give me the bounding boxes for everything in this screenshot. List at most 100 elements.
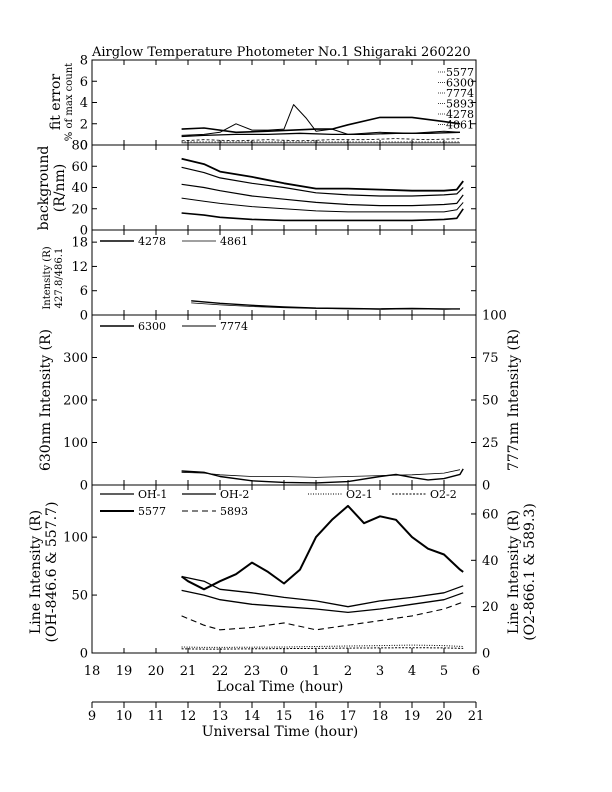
bg-series-e-line xyxy=(181,208,464,222)
y-tick-label: 60 xyxy=(71,160,88,175)
fit-ylabel-1: fit error xyxy=(48,74,64,131)
line-series-o2-1-line xyxy=(181,644,464,648)
figure-title: Airglow Temperature Photometer No.1 Shig… xyxy=(91,45,471,60)
y-tick-label: 8 xyxy=(80,54,88,69)
blue-legend-4278: 4278 xyxy=(138,235,166,248)
fit-legend-4861: 4861 xyxy=(446,119,474,132)
ut-tick-label: 15 xyxy=(276,709,293,724)
line-ylabel-left-2: (OH-846.6 & 557.7) xyxy=(44,502,60,643)
red-series-7774-line xyxy=(181,469,461,478)
fit-legend-6300: 6300 xyxy=(446,77,474,90)
line-series-5893-line xyxy=(181,601,464,631)
y-tick-label: 100 xyxy=(63,436,88,451)
line-series-o2-2-line xyxy=(181,647,464,650)
bg-series-b-line xyxy=(181,166,464,197)
lt-tick-label: 19 xyxy=(116,664,133,679)
y-tick-label: 4 xyxy=(80,96,88,111)
blue-ylabel-2: 427.8/486.1 xyxy=(54,248,65,309)
y-tick-label: 12 xyxy=(71,260,88,275)
ut-tick-label: 13 xyxy=(212,709,229,724)
lt-xlabel: Local Time (hour) xyxy=(217,679,344,695)
bg-ylabel-1: background xyxy=(36,146,52,231)
lt-tick-label: 0 xyxy=(280,664,288,679)
line-series-oh-1-line xyxy=(181,575,464,608)
y2-tick-label: 60 xyxy=(482,507,499,522)
ut-tick-label: 17 xyxy=(340,709,357,724)
ut-tick-label: 10 xyxy=(116,709,133,724)
fit-legend-5577: 5577 xyxy=(446,66,474,79)
line-ylabel-left-1: Line Intensity (R) xyxy=(28,510,44,634)
y2-tick-label: 100 xyxy=(482,309,507,324)
y-tick-label: 0 xyxy=(80,479,88,494)
red-panel-frame xyxy=(91,314,477,486)
ut-tick-label: 20 xyxy=(436,709,453,724)
line-ylabel-right-2: (O2-866.1 & 589.3) xyxy=(522,503,538,641)
y-tick-label: 20 xyxy=(71,202,88,217)
lt-tick-label: 3 xyxy=(376,664,384,679)
ut-xlabel: Universal Time (hour) xyxy=(202,724,359,740)
y2-tick-label: 0 xyxy=(482,647,490,662)
line-series-oh-2-line xyxy=(181,589,464,614)
lt-tick-label: 6 xyxy=(472,664,480,679)
y-tick-label: 0 xyxy=(80,139,88,154)
ut-tick-label: 18 xyxy=(372,709,389,724)
lt-tick-label: 22 xyxy=(212,664,229,679)
fit-series-5893-line xyxy=(181,138,461,142)
y-tick-label: 40 xyxy=(71,181,88,196)
line-legend-o2-2: O2-2 xyxy=(430,488,457,501)
ut-tick-label: 21 xyxy=(468,709,485,724)
y2-tick-label: 50 xyxy=(482,394,499,409)
lt-tick-label: 2 xyxy=(344,664,352,679)
fit-legend-4278: 4278 xyxy=(446,108,474,121)
lt-tick-label: 18 xyxy=(84,664,101,679)
y-tick-label: 6 xyxy=(80,75,88,90)
y-tick-label: 80 xyxy=(71,139,88,154)
bg-series-c-line xyxy=(181,183,464,207)
y2-tick-label: 40 xyxy=(482,554,499,569)
ut-tick-label: 12 xyxy=(180,709,197,724)
y-tick-label: 100 xyxy=(63,531,88,546)
y-tick-label: 50 xyxy=(71,589,88,604)
red-series-6300-line xyxy=(181,468,464,484)
y-tick-label: 200 xyxy=(63,394,88,409)
y-tick-label: 300 xyxy=(63,351,88,366)
ut-tick-label: 19 xyxy=(404,709,421,724)
y-tick-label: 6 xyxy=(80,284,88,299)
fit-legend-7774: 7774 xyxy=(446,87,474,100)
y2-tick-label: 25 xyxy=(482,436,499,451)
fit-series-7774-line xyxy=(181,131,461,138)
line-legend-5577: 5577 xyxy=(138,505,166,518)
lt-tick-label: 1 xyxy=(312,664,320,679)
lt-tick-label: 5 xyxy=(440,664,448,679)
y-tick-label: 18 xyxy=(71,236,88,251)
blue-series-4278-line xyxy=(191,300,460,310)
fit-legend-5893: 5893 xyxy=(446,98,474,111)
line-legend-oh-1: OH-1 xyxy=(138,488,167,501)
blue-series-4861-line xyxy=(191,302,461,310)
line-legend-oh-2: OH-2 xyxy=(220,488,249,501)
red-legend-7774: 7774 xyxy=(220,320,248,333)
y-tick-label: 2 xyxy=(80,117,88,132)
y-tick-label: 0 xyxy=(80,309,88,324)
y2-tick-label: 0 xyxy=(482,479,490,494)
lt-tick-label: 20 xyxy=(148,664,165,679)
lt-tick-label: 4 xyxy=(408,664,416,679)
ut-tick-label: 11 xyxy=(148,709,165,724)
y2-tick-label: 75 xyxy=(482,351,499,366)
ut-tick-label: 16 xyxy=(308,709,325,724)
line-series-5577-line xyxy=(181,504,464,591)
blue-ylabel-1: Intensity (R) xyxy=(42,246,53,309)
bg-ylabel-2: (R/nm) xyxy=(52,164,68,212)
y-tick-label: 0 xyxy=(80,224,88,239)
y2-tick-label: 20 xyxy=(482,600,499,615)
lt-tick-label: 21 xyxy=(180,664,197,679)
fit-series-6300-line xyxy=(181,104,461,136)
line-legend-5893: 5893 xyxy=(220,505,248,518)
ut-tick-label: 14 xyxy=(244,709,261,724)
ut-tick-label: 9 xyxy=(88,709,96,724)
line-legend-o2-1: O2-1 xyxy=(346,488,373,501)
fit-ylabel-2: % of max count xyxy=(64,63,75,141)
lt-tick-label: 23 xyxy=(244,664,261,679)
bg-series-d-line xyxy=(181,197,464,213)
